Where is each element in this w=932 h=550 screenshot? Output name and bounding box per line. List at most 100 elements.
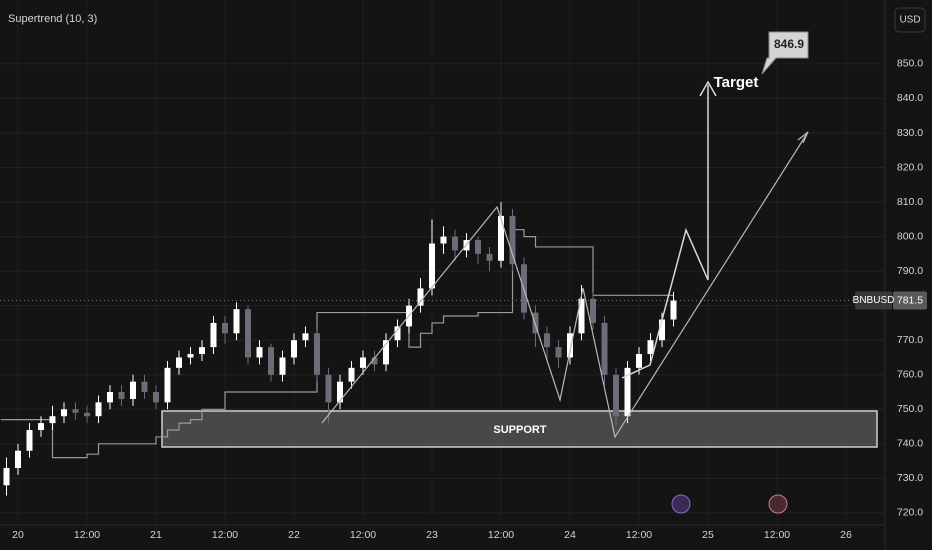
x-tick-label: 12:00 [212,529,238,541]
price-callout-text: 846.9 [774,37,804,51]
candle-body [245,309,251,358]
y-tick-label: 800.0 [897,230,923,242]
candle-body [371,357,378,365]
arrow-head [699,80,717,97]
candle-body [509,215,516,265]
y-tick-label: 850.0 [897,58,923,70]
candle-body [72,409,79,413]
candle-body [486,253,493,261]
axes: 720.0730.0740.0750.0760.0770.0780.0790.0… [12,58,927,541]
candle-body [325,374,332,403]
candle-body [61,409,67,417]
x-tick-label: 22 [288,529,300,541]
currency-label[interactable]: USD [899,15,920,26]
support-label: SUPPORT [493,424,546,436]
candle-body [164,367,171,403]
candle-body [475,240,481,254]
candle-body [15,450,21,469]
candle-body [279,357,286,375]
candle-body [38,423,44,431]
candle-body [176,357,182,368]
candle-body [636,354,642,368]
x-tick-label: 26 [840,529,852,541]
y-tick-label: 770.0 [897,334,923,346]
target-arrow [621,85,709,379]
candle-body [118,392,125,399]
candle-body [107,392,113,403]
x-tick-label: 12:00 [350,529,376,541]
candle-body [647,340,654,355]
candle-body [417,288,424,306]
event-icon[interactable] [671,494,691,514]
y-tick-label: 740.0 [897,438,923,450]
candle-body [670,300,677,320]
candle-body [153,392,159,403]
candle-body [337,381,343,403]
candle-body [222,322,228,334]
candle-body [348,367,355,382]
candle-body [440,236,447,244]
x-tick-label: 21 [150,529,162,541]
supertrend-line [0,229,674,459]
symbol-label: BNBUSD [853,295,895,306]
candle-body [291,340,297,358]
y-tick-label: 730.0 [897,472,923,484]
candle-body [452,236,458,251]
y-tick-label: 790.0 [897,265,923,277]
candle-body [590,298,596,323]
x-tick-label: 23 [426,529,438,541]
candle-body [210,322,217,348]
y-tick-label: 840.0 [897,92,923,104]
y-tick-label: 750.0 [897,403,923,415]
candle-body [624,367,631,417]
candle-body [360,357,366,368]
candle-body [95,402,102,417]
candle-body [383,340,389,365]
candle-body [130,381,136,399]
y-tick-label: 720.0 [897,507,923,519]
candle-body [187,354,194,358]
y-tick-label: 830.0 [897,127,923,139]
candle-body [199,347,205,355]
candle-body [659,319,665,341]
candle-body [567,333,573,358]
x-tick-label: 12:00 [764,529,790,541]
support-zone [161,410,878,448]
candle-body [429,243,435,289]
candle-body [141,381,148,393]
currency-button[interactable] [894,7,926,33]
symbol-box [855,291,892,310]
y-tick-label: 820.0 [897,161,923,173]
candle-body [613,374,619,417]
target-label: Target [714,74,759,91]
candle-body [302,333,309,341]
x-tick-label: 25 [702,529,714,541]
x-tick-label: 12:00 [626,529,652,541]
x-tick-label: 24 [564,529,576,541]
y-tick-label: 810.0 [897,196,923,208]
arrow-head [797,131,809,144]
candle-body [578,298,585,334]
last-price-box [893,291,927,310]
price-callout [761,31,809,75]
candle-body [394,326,401,341]
x-tick-label: 12:00 [74,529,100,541]
candle-body [268,347,274,375]
candle-body [3,468,10,486]
candle-body [544,333,550,348]
last-price-label: 781.5 [897,294,923,306]
candle-body [532,312,539,334]
event-icon[interactable] [768,494,788,514]
trend-drawing [321,131,809,439]
candle-body [498,215,504,261]
indicator-label[interactable]: Supertrend (10, 3) [8,13,97,25]
candle-body [555,347,562,358]
candle-body [256,347,263,358]
candle-body [84,412,90,417]
x-tick-label: 20 [12,529,24,541]
candle-body [601,322,608,375]
candle-body [49,416,56,424]
y-tick-label: 760.0 [897,369,923,381]
